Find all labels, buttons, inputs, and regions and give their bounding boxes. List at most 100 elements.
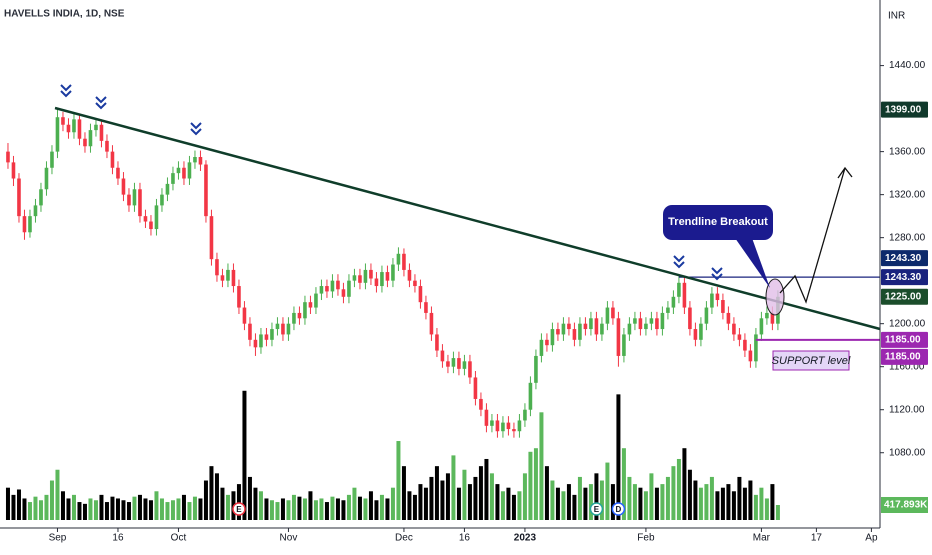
volume-bar [126, 502, 131, 520]
candle-body [666, 307, 670, 313]
volume-bar [44, 494, 49, 520]
callout-text: Trendline Breakout [668, 216, 768, 228]
volume-bar [5, 487, 10, 520]
candle-body [132, 189, 137, 206]
candle-body [402, 253, 406, 270]
y-tick-label: 1120.00 [889, 404, 925, 415]
price-tag-label: 1243.30 [885, 272, 922, 283]
x-tick-label: 2023 [514, 533, 537, 544]
volume-bar [132, 496, 137, 520]
volume-bar [412, 494, 417, 520]
volume-bar [159, 498, 164, 520]
candle-body [765, 312, 769, 319]
candle-body [622, 334, 626, 356]
candle-body [154, 205, 159, 230]
volume-bar [297, 496, 302, 520]
volume-bar [209, 466, 214, 520]
volume-bar [748, 480, 753, 520]
volume-bar [484, 458, 489, 520]
candle-body [539, 339, 544, 356]
volume-bar [528, 451, 533, 520]
candle-body [17, 178, 21, 217]
chart-title: HAVELLS INDIA, 1D, NSE [4, 9, 125, 20]
volume-bar [555, 487, 560, 520]
volume-bar [550, 480, 555, 520]
candle-body [226, 269, 230, 281]
candle-body [572, 329, 577, 340]
volume-bar [110, 496, 115, 520]
candle-body [418, 286, 423, 303]
axes: 1440.00 1360.00 1320.00 1280.00 1200.00 1160.… [49, 60, 929, 543]
candle-body [528, 382, 533, 410]
volume-bar [401, 466, 406, 520]
candle-body [61, 117, 65, 125]
volume-bar [687, 469, 692, 520]
volume-bar [616, 394, 621, 520]
x-tick-label: 16 [112, 533, 124, 544]
candle-body [501, 422, 505, 432]
candle-body [286, 323, 291, 335]
volume-bar [720, 487, 725, 520]
callout-tail [735, 238, 770, 288]
price-tag-label: 1225.00 [885, 291, 922, 302]
volume-bar [275, 502, 280, 520]
volume-bar [93, 500, 98, 520]
candle-body [583, 323, 588, 330]
x-tick-label: Nov [280, 533, 298, 544]
candle-body [165, 183, 170, 195]
volume-bar [533, 448, 538, 520]
callout-box [663, 205, 773, 240]
candle-body [6, 151, 10, 163]
y-tick-label: 1160.00 [889, 361, 925, 372]
volume-bar [115, 498, 120, 520]
price-tag [881, 288, 928, 305]
candle-body [248, 323, 252, 340]
candle-body [473, 377, 478, 399]
volume-bar [654, 487, 659, 520]
volume-bar [379, 494, 384, 520]
trendline [54, 106, 881, 331]
candle-body [242, 307, 247, 324]
candle-body [556, 329, 560, 335]
candle-body [413, 280, 417, 287]
price-tag [881, 101, 928, 118]
volume-bar [137, 494, 142, 520]
volume-bar [154, 491, 159, 520]
candle-body [754, 334, 758, 362]
candle-body [72, 119, 76, 133]
volume-bar [187, 502, 192, 520]
volume-bar [313, 500, 318, 520]
volume-bar [451, 455, 456, 520]
candle-body [44, 167, 49, 190]
candle-body [732, 323, 736, 335]
volume-bar [627, 476, 632, 520]
volume-bar [247, 476, 252, 520]
projection-arrow [779, 166, 853, 304]
candle-body [193, 157, 197, 163]
volume-bar [649, 473, 654, 520]
candle-body [605, 307, 610, 324]
x-tick-label: 17 [811, 533, 823, 544]
support-box [772, 350, 850, 371]
x-tick-label: Dec [395, 533, 413, 544]
candle-body [55, 117, 60, 152]
candle-body [759, 318, 764, 335]
volume-bar [99, 494, 104, 520]
candle-body [105, 140, 109, 152]
candle-body [336, 280, 340, 290]
volume-bar [214, 473, 219, 520]
volume-bar [698, 487, 703, 520]
volume-bar [192, 496, 197, 520]
candle-body [374, 278, 379, 287]
x-tick-label: Sep [49, 533, 67, 544]
candle-body [237, 286, 241, 308]
x-tick-label: Oct [171, 533, 187, 544]
volume-bar [60, 491, 65, 520]
volume-bar [583, 487, 588, 520]
candle-body [149, 221, 153, 230]
volume-bar [269, 500, 274, 520]
candle-body [369, 269, 373, 279]
volume-bar [539, 412, 544, 520]
